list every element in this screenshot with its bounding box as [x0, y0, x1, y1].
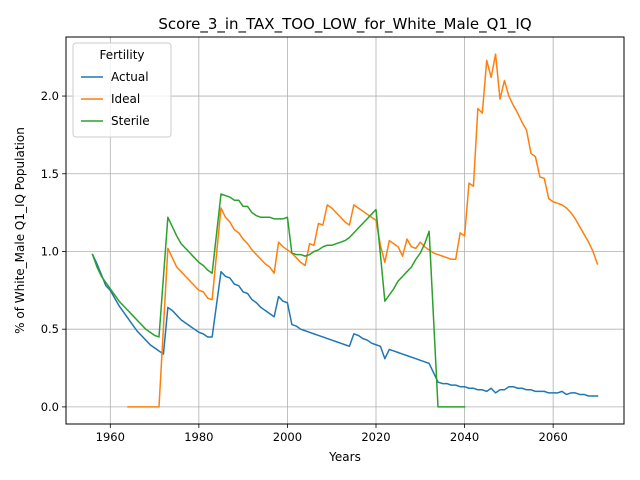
- x-tick-label: 2040: [450, 430, 479, 444]
- x-tick-label: 2000: [273, 430, 302, 444]
- y-tick-label: 1.0: [41, 244, 59, 258]
- x-tick-label: 2060: [539, 430, 568, 444]
- x-tick-label: 1980: [184, 430, 213, 444]
- legend: Fertility Actual Ideal Sterile: [73, 43, 171, 137]
- y-tick-label: 1.5: [41, 167, 59, 181]
- y-tick-label: 2.0: [41, 89, 59, 103]
- legend-label: Ideal: [111, 92, 140, 106]
- x-axis-label: Years: [328, 450, 361, 464]
- chart-title: Score_3_in_TAX_TOO_LOW_for_White_Male_Q1…: [158, 15, 531, 34]
- x-tick-label: 1960: [96, 430, 125, 444]
- legend-title: Fertility: [99, 48, 144, 62]
- y-tick-label: 0.5: [41, 322, 59, 336]
- legend-label: Actual: [111, 70, 149, 84]
- legend-label: Sterile: [111, 114, 150, 128]
- y-tick-label: 0.0: [41, 400, 59, 414]
- x-tick-label: 2020: [361, 430, 390, 444]
- y-axis-label: % of White_Male Q1_IQ Population: [13, 127, 27, 334]
